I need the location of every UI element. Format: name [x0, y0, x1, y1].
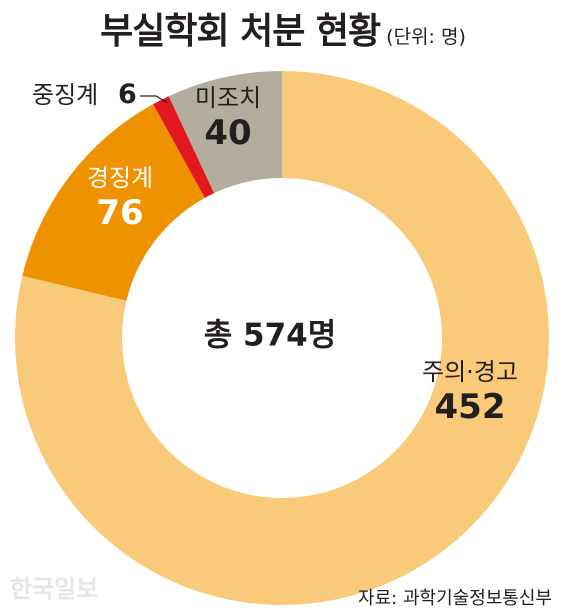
unit-label: (단위: 명): [386, 26, 466, 48]
donut-slice-3: [168, 71, 282, 194]
slice-value-2: 6: [118, 79, 137, 110]
slice-label-3: 미조치: [195, 84, 261, 112]
slice-value-1: 76: [96, 193, 143, 233]
slice-label-0: 주의·경고: [422, 358, 518, 386]
slice-label-1: 경징계: [87, 164, 153, 192]
leader-line: [140, 95, 169, 104]
donut-slice-2: [153, 96, 215, 198]
source-note: 자료: 과학기술정보통신부: [358, 588, 552, 609]
publisher-watermark: 한국일보: [10, 575, 99, 603]
title-row: 부실학회 처분 현황 (단위: 명): [0, 2, 566, 54]
chart-title: 부실학회 처분 현황: [100, 11, 381, 52]
slice-value-3: 40: [204, 113, 251, 153]
donut-slice-1: [22, 104, 205, 301]
slice-value-0: 452: [435, 387, 506, 427]
center-total-label: 총 574명: [204, 318, 337, 354]
slices-group: [15, 71, 550, 605]
slice-label-2: 중징계: [32, 81, 98, 109]
donut-slice-0: [15, 71, 550, 605]
